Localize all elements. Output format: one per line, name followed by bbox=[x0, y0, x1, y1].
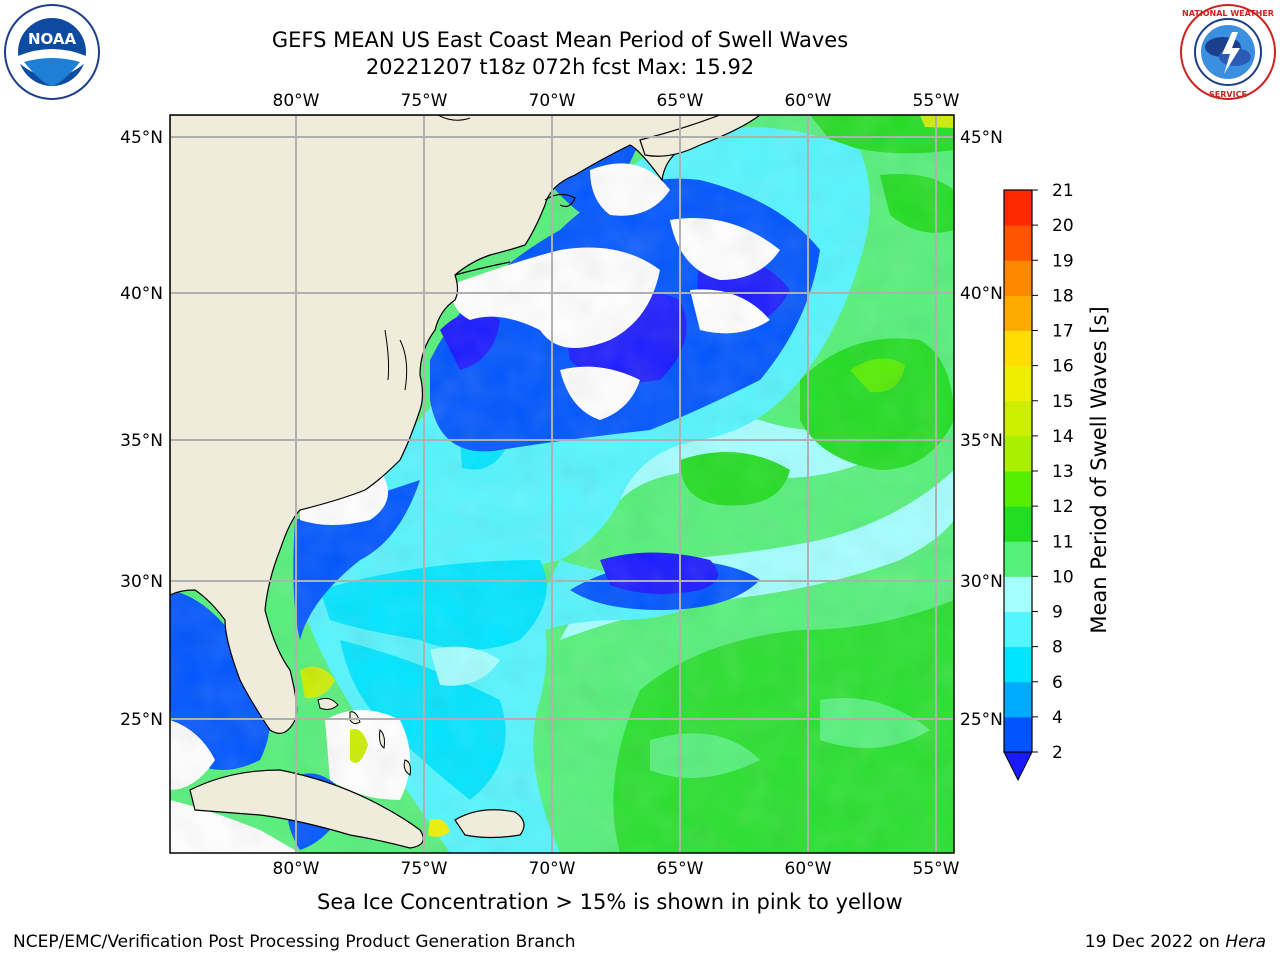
colorbar-tick-label: 21 bbox=[1052, 181, 1074, 201]
chart-title: GEFS MEAN US East Coast Mean Period of S… bbox=[271, 28, 849, 52]
colorbar-swatch bbox=[1004, 400, 1032, 437]
land-north-america bbox=[170, 115, 721, 734]
graticule bbox=[170, 115, 954, 853]
colorbar-swatch bbox=[1004, 260, 1032, 296]
colorbar-tick-label: 2 bbox=[1052, 743, 1063, 763]
land-cuba bbox=[189, 769, 424, 849]
lon-label-top: 60°W bbox=[785, 91, 832, 111]
colorbar-swatch bbox=[1004, 330, 1032, 367]
colorbar-tick-label: 8 bbox=[1052, 638, 1063, 658]
lon-label-top: 75°W bbox=[401, 91, 448, 111]
lon-label-top: 55°W bbox=[913, 91, 960, 111]
colorbar-tick-label: 16 bbox=[1052, 357, 1074, 377]
colorbar-tick-label: 6 bbox=[1052, 673, 1063, 693]
lat-label-right: 25°N bbox=[960, 710, 1003, 730]
lon-label-top: 80°W bbox=[273, 91, 320, 111]
colorbar-tick-label: 13 bbox=[1052, 462, 1074, 482]
sea-ice-note: Sea Ice Concentration > 15% is shown in … bbox=[317, 890, 903, 914]
lat-label-right: 40°N bbox=[960, 284, 1003, 304]
lat-label-left: 40°N bbox=[120, 284, 163, 304]
lat-label-right: 35°N bbox=[960, 431, 1003, 451]
lat-label-left: 30°N bbox=[120, 572, 163, 592]
colorbar-swatch bbox=[1004, 471, 1032, 507]
noaa-logo: NOAA bbox=[4, 4, 100, 100]
colorbar-swatch bbox=[1004, 190, 1032, 226]
lat-label-left: 25°N bbox=[120, 710, 163, 730]
colorbar: 2 4 6 8 9 10 11 12 13 14 15 16 17 18 19 20 21 bbox=[1003, 181, 1074, 782]
nws-logo: NATIONAL WEATHER SERVICE bbox=[1180, 4, 1276, 100]
colorbar-swatch bbox=[1004, 225, 1032, 261]
colorbar-swatch bbox=[1004, 435, 1032, 472]
colorbar-tick-label: 4 bbox=[1052, 708, 1063, 728]
colorbar-swatch bbox=[1004, 295, 1032, 331]
colorbar-tick-label: 18 bbox=[1052, 286, 1074, 306]
colorbar-swatch bbox=[1004, 611, 1032, 648]
colorbar-swatch bbox=[1004, 716, 1032, 753]
colorbar-swatch bbox=[1004, 365, 1032, 402]
colorbar-swatch bbox=[1004, 681, 1032, 718]
chart-subtitle: 20221207 t18z 072h fcst Max: 15.92 bbox=[365, 55, 755, 79]
colorbar-tick-label: 15 bbox=[1052, 392, 1074, 412]
colorbar-tick-label: 17 bbox=[1052, 322, 1074, 342]
lon-label-top: 70°W bbox=[529, 91, 576, 111]
lon-label-bottom: 75°W bbox=[401, 859, 448, 879]
colorbar-tick-label: 12 bbox=[1052, 497, 1074, 517]
credit-producer: NCEP/EMC/Verification Post Processing Pr… bbox=[13, 932, 576, 952]
colorbar-label: Mean Period of Swell Waves [s] bbox=[1087, 306, 1111, 633]
lon-label-bottom: 65°W bbox=[657, 859, 704, 879]
lon-label-top: 65°W bbox=[657, 91, 704, 111]
svg-text:SERVICE: SERVICE bbox=[1209, 90, 1247, 99]
lon-label-bottom: 55°W bbox=[913, 859, 960, 879]
colorbar-swatch bbox=[1004, 576, 1032, 612]
credit-date-text: 19 Dec 2022 on bbox=[1084, 932, 1226, 952]
colorbar-under-triangle bbox=[1003, 751, 1033, 782]
colorbar-tick-label: 9 bbox=[1052, 603, 1063, 623]
lat-label-left: 45°N bbox=[120, 128, 163, 148]
lat-label-right: 30°N bbox=[960, 572, 1003, 592]
lon-label-bottom: 80°W bbox=[273, 859, 320, 879]
colorbar-swatch bbox=[1004, 506, 1032, 542]
map-frame bbox=[169, 114, 955, 854]
lon-label-bottom: 70°W bbox=[529, 859, 576, 879]
credit-date: 19 Dec 2022 on Hera bbox=[1085, 932, 1266, 952]
svg-text:NATIONAL WEATHER: NATIONAL WEATHER bbox=[1182, 9, 1274, 18]
colorbar-tick-label: 19 bbox=[1052, 251, 1074, 271]
lat-label-left: 35°N bbox=[120, 431, 163, 451]
colorbar-tick-label: 14 bbox=[1052, 427, 1074, 447]
lon-label-bottom: 60°W bbox=[785, 859, 832, 879]
svg-text:NOAA: NOAA bbox=[28, 30, 77, 48]
colorbar-tick-label: 10 bbox=[1052, 567, 1074, 587]
colorbar-tick-label: 11 bbox=[1052, 532, 1074, 552]
lat-label-right: 45°N bbox=[960, 128, 1003, 148]
colorbar-swatch bbox=[1004, 541, 1032, 577]
credit-machine: Hera bbox=[1225, 932, 1266, 952]
colorbar-swatch bbox=[1004, 646, 1032, 683]
colorbar-tick-label: 20 bbox=[1052, 216, 1074, 236]
